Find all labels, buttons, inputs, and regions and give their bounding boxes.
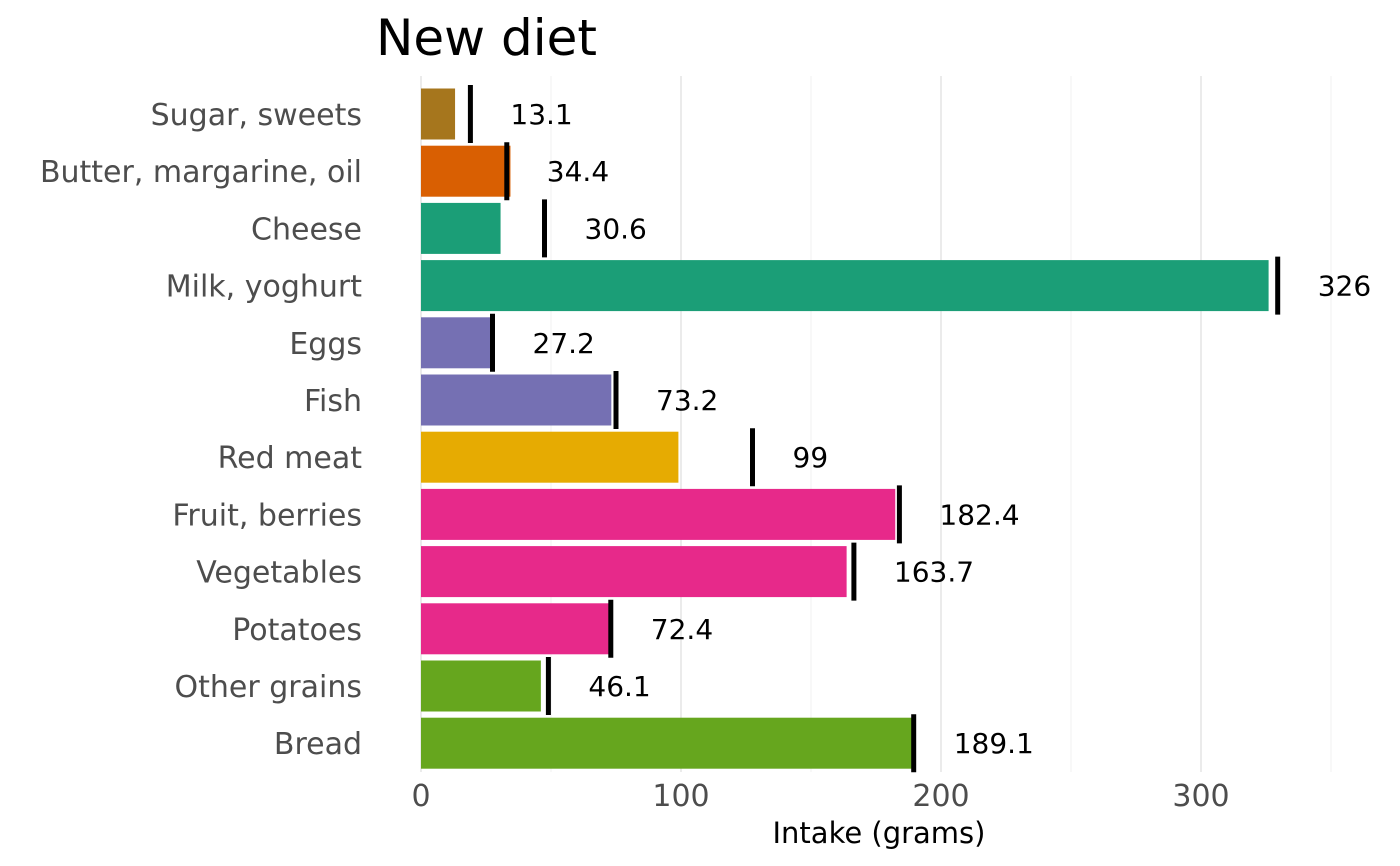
value-label: 34.4	[547, 155, 609, 188]
bar	[421, 431, 679, 483]
category-label: Fish	[304, 384, 362, 419]
value-labels: 13.1 34.4 30.6 326 27.2 73.2 99 182.4 163.7 72.44…	[510, 98, 1371, 760]
bar	[421, 660, 541, 712]
category-label: Red meat	[218, 441, 363, 476]
reference-marks	[467, 85, 1281, 773]
category-label: Fruit, berries	[172, 498, 362, 533]
category-label: Cheese	[251, 212, 362, 247]
bar	[421, 260, 1269, 312]
value-label: 189.1	[954, 727, 1034, 760]
category-label: Milk, yoghurt	[166, 270, 363, 305]
value-label: 73.2	[656, 384, 718, 417]
bar	[421, 374, 612, 426]
value-label: 182.4	[939, 498, 1019, 531]
bar	[421, 717, 913, 769]
value-label: 13.1	[510, 98, 572, 131]
category-label: Bread	[274, 727, 362, 762]
value-label: 46.1	[588, 670, 650, 703]
x-axis-title: Intake (grams)	[773, 816, 986, 850]
bar	[421, 202, 501, 254]
x-tick-label: 300	[1172, 779, 1229, 814]
category-label: Sugar, sweets	[151, 98, 362, 133]
value-label: 27.2	[533, 327, 595, 360]
x-tick-label: 0	[411, 779, 430, 814]
value-label: 99	[793, 441, 829, 474]
x-tick-labels: 0 100 200 300	[411, 779, 1229, 814]
bar	[421, 317, 492, 369]
x-tick-label: 200	[912, 779, 969, 814]
bars	[421, 88, 1269, 769]
category-label: Eggs	[289, 327, 362, 362]
category-label: Other grains	[175, 670, 362, 705]
category-labels: Sugar, sweets Butter, margarine, oil Chees…	[40, 98, 362, 762]
value-label: 72.4	[651, 613, 713, 646]
bar	[421, 145, 511, 197]
bar	[421, 488, 896, 540]
value-label: 163.7	[894, 556, 974, 589]
category-label: Vegetables	[196, 556, 362, 591]
value-label: 326	[1318, 270, 1371, 303]
category-label: Potatoes	[232, 613, 362, 648]
bar	[421, 88, 456, 140]
bar	[421, 603, 610, 655]
bar	[421, 546, 847, 598]
chart-title: New diet	[376, 9, 597, 67]
category-label: Butter, margarine, oil	[40, 155, 362, 190]
value-label: 30.6	[585, 212, 647, 245]
x-tick-label: 100	[652, 779, 709, 814]
